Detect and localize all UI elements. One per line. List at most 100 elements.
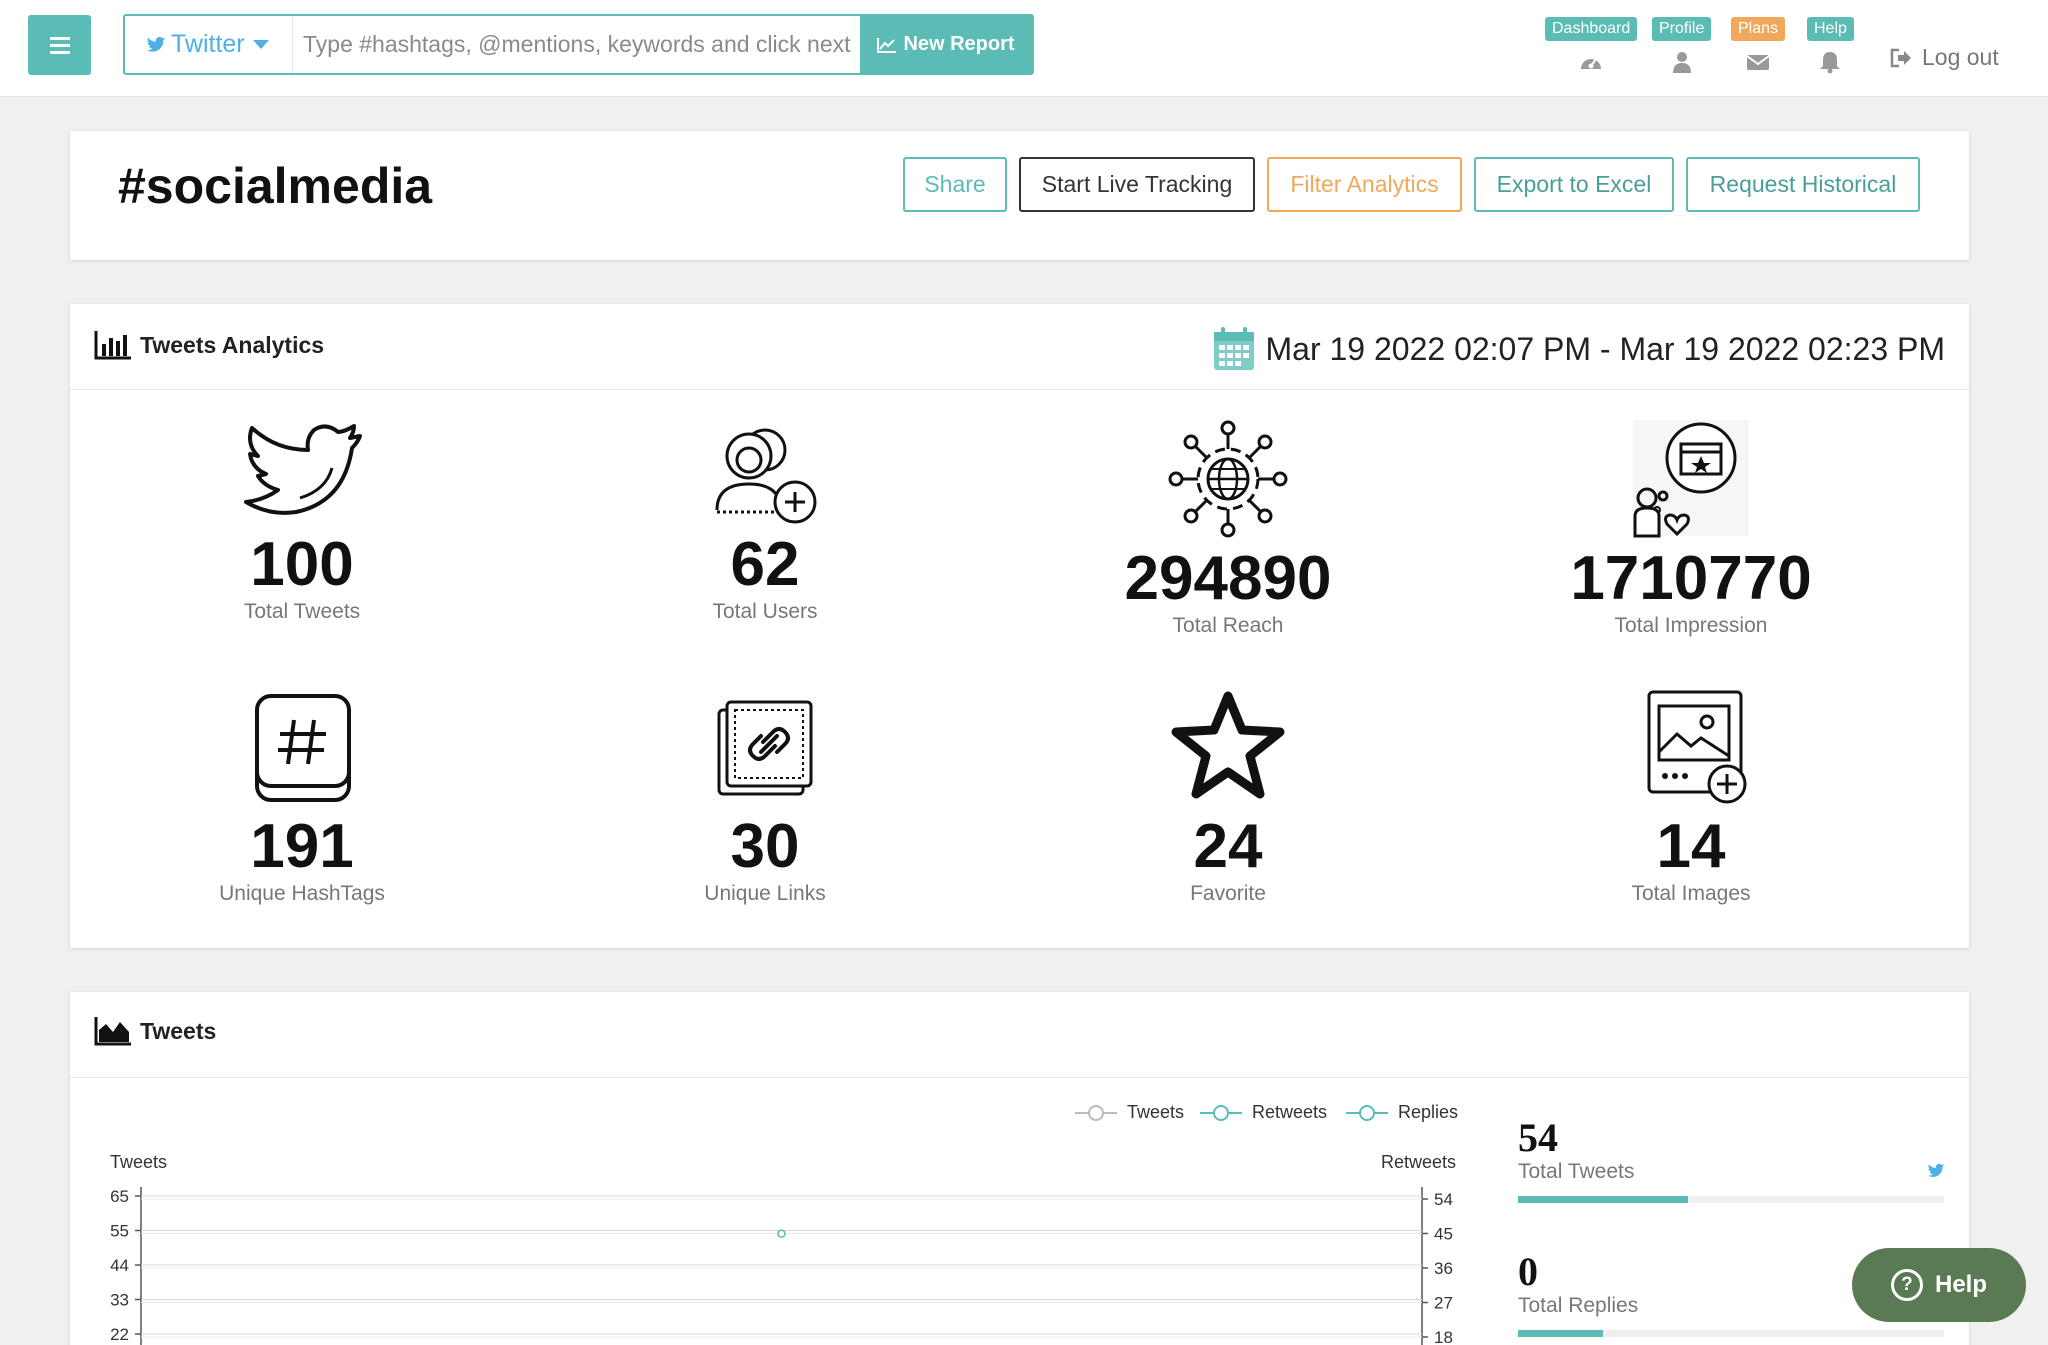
tweets-title: Tweets — [94, 1016, 216, 1046]
bell-icon — [1820, 52, 1841, 74]
legend-label: Replies — [1398, 1102, 1459, 1122]
side-stat-value: 0 — [1518, 1249, 1538, 1294]
nav-help[interactable]: Help — [1807, 17, 1854, 74]
dashboard-icon — [1581, 58, 1602, 69]
progress-fill — [1518, 1196, 1689, 1203]
y-tick-label-right: 36 — [1434, 1259, 1453, 1278]
stat-value: 62 — [730, 530, 800, 599]
help-widget-label: Help — [1934, 1271, 1987, 1298]
page-title: #socialmedia — [118, 158, 433, 214]
legend-marker-icon — [1200, 1104, 1242, 1121]
calendar-icon — [1213, 327, 1254, 370]
stat-unique-links: 30 Unique Links — [535, 690, 995, 906]
analytics-header: Tweets Analytics Mar 19 2022 02:07 PM - … — [70, 304, 1969, 390]
logout-link[interactable]: Log out — [1890, 44, 1999, 71]
new-report-button[interactable]: New Report — [860, 16, 1032, 73]
nav-plans[interactable]: Plans — [1731, 17, 1786, 74]
stat-label: Unique Links — [704, 882, 826, 905]
tweets-header: Tweets — [70, 992, 1969, 1078]
side-stat-value: 54 — [1518, 1115, 1558, 1160]
y-tick-label-right: 18 — [1434, 1328, 1453, 1345]
caret-down-icon — [252, 40, 269, 49]
side-stat-label: Total Tweets — [1518, 1160, 1635, 1183]
start-live-tracking-button[interactable]: Start Live Tracking — [1019, 157, 1255, 212]
logout-label: Log out — [1922, 44, 1999, 70]
stat-favorite: 24 Favorite — [998, 690, 1458, 906]
stat-total-reach: 294890 Total Reach — [998, 420, 1458, 638]
stat-value: 191 — [250, 812, 354, 881]
request-historical-button[interactable]: Request Historical — [1686, 157, 1920, 212]
stat-label: Favorite — [1190, 882, 1266, 905]
sign-out-icon — [1890, 48, 1911, 67]
y-tick-label-left: 55 — [110, 1222, 129, 1241]
legend-item-retweets[interactable]: Retweets — [1200, 1102, 1327, 1123]
y-tick-label-left: 65 — [110, 1187, 129, 1206]
progress-bar — [1518, 1196, 1944, 1203]
y-axis-right-label: Retweets — [1381, 1152, 1457, 1172]
y-tick-label-left: 44 — [110, 1256, 129, 1275]
search-input[interactable] — [293, 16, 860, 73]
add-image-icon — [1647, 690, 1747, 804]
platform-label: Twitter — [171, 30, 245, 58]
tweets-title-text: Tweets — [140, 1017, 217, 1044]
stat-label: Total Impression — [1614, 614, 1768, 637]
stat-total-users: 62 Total Users — [535, 420, 995, 624]
stat-value: 100 — [250, 530, 354, 599]
add-users-icon — [715, 428, 817, 524]
twitter-bird-icon — [244, 424, 362, 515]
question-icon: ? — [1890, 1269, 1923, 1301]
stat-value: 30 — [730, 812, 800, 881]
analytics-title-text: Tweets Analytics — [140, 331, 325, 358]
legend-item-tweets[interactable]: Tweets — [1075, 1102, 1184, 1123]
side-stat-label: Total Replies — [1518, 1294, 1639, 1317]
hashtag-icon — [255, 694, 351, 802]
top-navbar: Twitter New Report Dashboard Profile Pla… — [0, 0, 2048, 97]
nav-dashboard[interactable]: Dashboard — [1545, 17, 1638, 74]
twitter-icon — [146, 36, 166, 52]
stat-value: 14 — [1656, 812, 1726, 881]
report-header-card: #socialmedia Share Start Live Tracking F… — [70, 131, 1969, 260]
search-group: Twitter New Report — [123, 14, 1034, 75]
menu-icon — [49, 35, 70, 56]
bar-chart-icon — [94, 331, 131, 360]
nav-profile[interactable]: Profile — [1652, 17, 1712, 74]
stat-label: Total Tweets — [243, 600, 361, 623]
stat-total-impression: 1710770 Total Impression — [1461, 420, 1921, 638]
platform-dropdown[interactable]: Twitter — [125, 16, 293, 73]
stat-unique-hashtags: 191 Unique HashTags — [72, 690, 532, 906]
nav-plans-label: Plans — [1731, 17, 1786, 41]
stat-label: Total Images — [1631, 882, 1751, 905]
nav-dashboard-label: Dashboard — [1545, 17, 1638, 41]
y-axis-left-label: Tweets — [110, 1152, 168, 1172]
twitter-icon — [1927, 1163, 1945, 1178]
area-chart-icon — [94, 1017, 131, 1046]
help-widget-button[interactable]: ? Help — [1852, 1248, 2026, 1322]
stat-value: 24 — [1193, 812, 1263, 881]
stat-total-images: 14 Total Images — [1461, 690, 1921, 906]
stat-label: Total Reach — [1172, 614, 1284, 637]
progress-fill — [1518, 1330, 1604, 1337]
stat-value: 294890 — [1124, 544, 1332, 613]
star-icon — [1171, 691, 1285, 799]
y-tick-label-left: 22 — [110, 1325, 129, 1344]
legend-item-replies[interactable]: Replies — [1346, 1102, 1458, 1123]
y-tick-label-right: 27 — [1434, 1294, 1453, 1313]
envelope-icon — [1746, 55, 1770, 70]
hamburger-menu-button[interactable] — [28, 15, 91, 75]
y-tick-label-right: 54 — [1434, 1190, 1453, 1209]
nav-help-label: Help — [1807, 17, 1854, 41]
user-icon — [1672, 52, 1691, 73]
share-button[interactable]: Share — [903, 157, 1007, 212]
filter-analytics-button[interactable]: Filter Analytics — [1267, 157, 1462, 212]
stat-label: Total Users — [712, 600, 818, 623]
tweets-chart-card: Tweets Tweets Retweets Replies Tweets Re… — [70, 992, 1969, 1345]
stat-label: Unique HashTags — [219, 882, 385, 905]
export-to-excel-button[interactable]: Export to Excel — [1474, 157, 1674, 212]
stat-value: 1710770 — [1570, 544, 1812, 613]
legend-marker-icon — [1075, 1104, 1117, 1121]
impression-icon — [1633, 420, 1749, 538]
date-range: Mar 19 2022 02:07 PM - Mar 19 2022 02:23… — [1212, 326, 1945, 372]
legend-label: Retweets — [1252, 1102, 1328, 1122]
stat-total-tweets: 100 Total Tweets — [72, 420, 532, 624]
y-tick-label-right: 45 — [1434, 1225, 1453, 1244]
